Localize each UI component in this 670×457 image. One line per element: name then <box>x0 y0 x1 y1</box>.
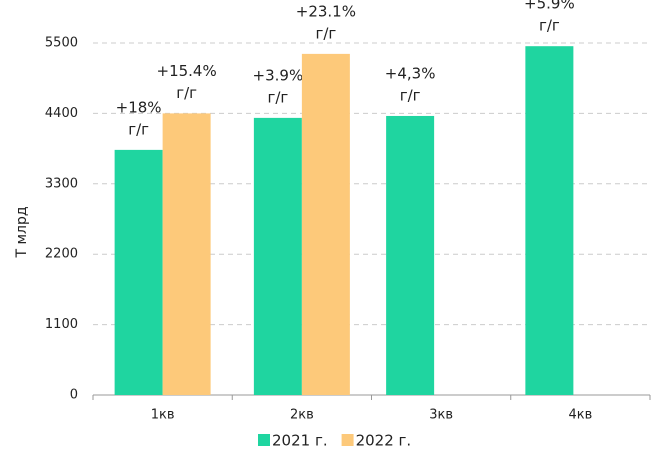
legend-swatch <box>258 434 270 446</box>
x-tick-label: 4кв <box>568 408 592 423</box>
legend-label: 2022 г. <box>356 432 412 450</box>
bar-annotation: г/г <box>400 86 421 104</box>
x-tick-label: 3кв <box>429 408 453 423</box>
x-tick-label: 1кв <box>151 408 175 423</box>
bar <box>525 46 574 395</box>
bar-annotation: +15.4% <box>157 62 217 80</box>
bar-annotation: +5.9% <box>524 0 575 13</box>
y-tick-label: 2200 <box>45 247 78 262</box>
bar <box>114 149 163 395</box>
y-tick-label: 4400 <box>45 106 78 121</box>
y-tick-label: 3300 <box>45 176 78 191</box>
legend-label: 2021 г. <box>272 432 328 450</box>
bar-annotation: +23.1% <box>296 2 356 20</box>
bar <box>162 113 211 396</box>
legend-swatch <box>341 434 354 446</box>
y-tick-label: 5500 <box>45 36 78 51</box>
bar-annotation: г/г <box>315 24 336 42</box>
y-tick-label: 0 <box>70 388 78 403</box>
bar-annotation: г/г <box>267 88 288 106</box>
y-tick-label: 1100 <box>45 317 78 332</box>
bar-annotation: г/г <box>128 120 149 138</box>
bar <box>386 115 435 396</box>
bar-annotation: г/г <box>176 84 197 102</box>
bar-annotation: +3.9% <box>253 66 304 84</box>
bar-annotation: +4,3% <box>385 64 436 82</box>
x-tick-label: 2кв <box>290 408 314 423</box>
bar <box>301 53 350 395</box>
bar <box>253 117 302 395</box>
y-axis-title: Т млрд <box>14 206 30 258</box>
bar-annotation: +18% <box>116 98 162 116</box>
bar-annotation: г/г <box>539 17 560 35</box>
